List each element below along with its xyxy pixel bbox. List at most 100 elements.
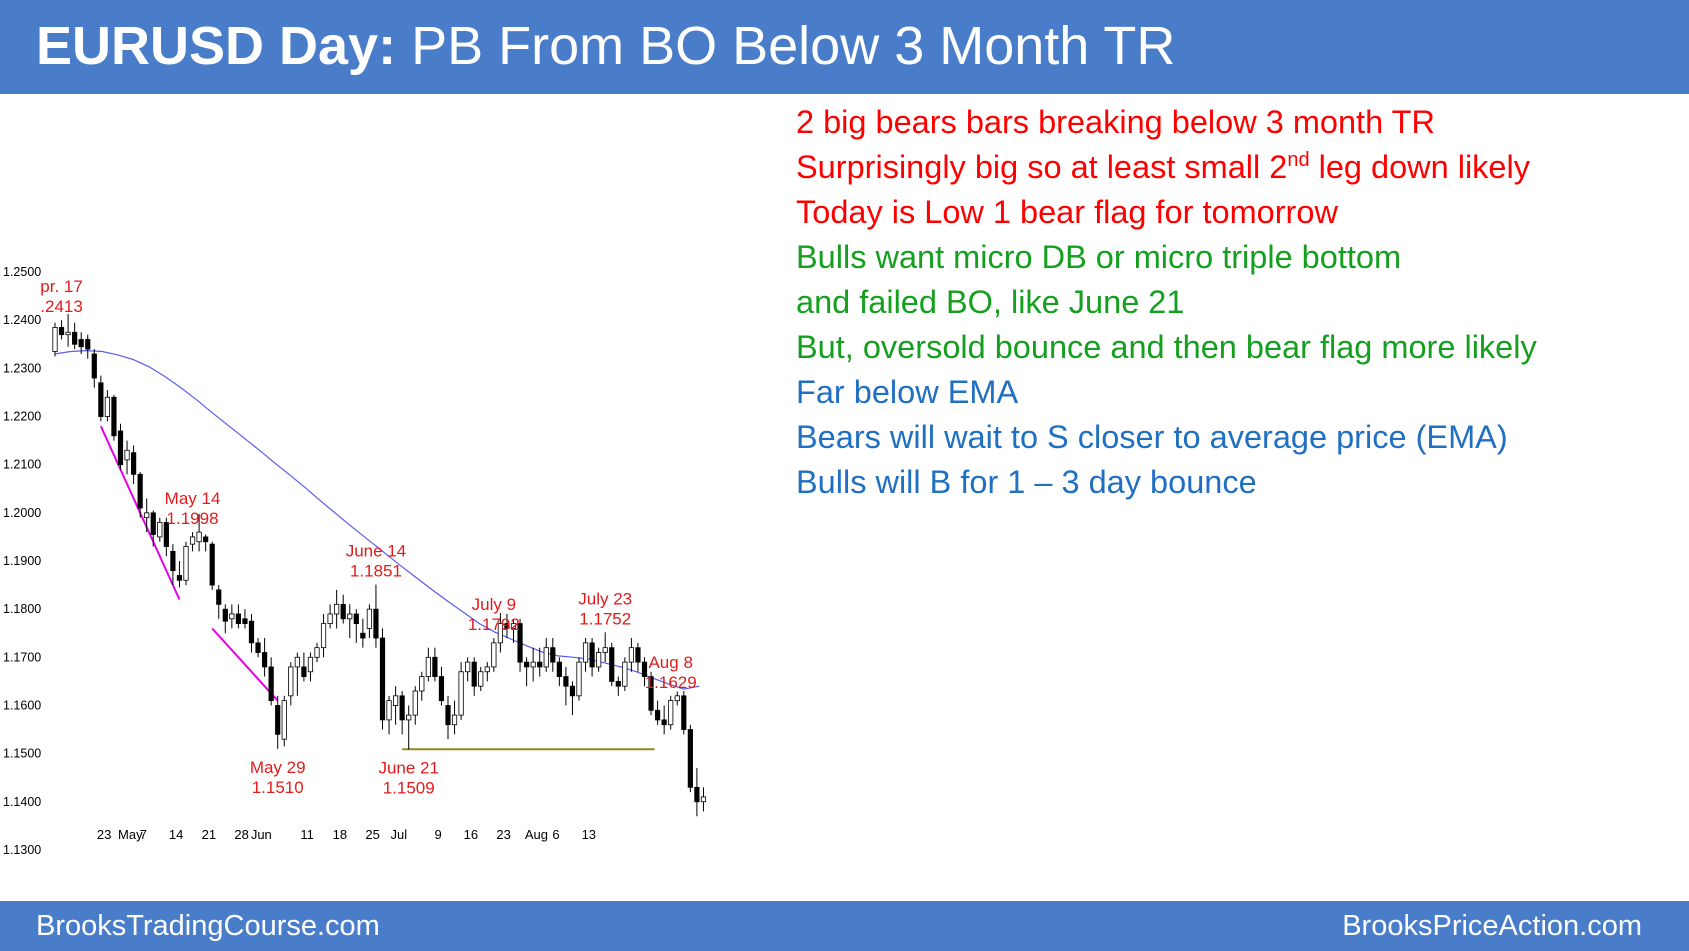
x-tick-label: 7 (140, 827, 147, 842)
bull-candle (314, 647, 320, 658)
bear-candle (222, 608, 228, 622)
bear-candle (681, 695, 687, 730)
x-tick-label: 6 (552, 827, 559, 842)
trendline (211, 627, 279, 702)
bull-candle (451, 714, 458, 726)
bull-candle (386, 700, 392, 721)
bear-candle (117, 430, 124, 466)
bull-candle (334, 603, 340, 615)
swing-annotation: May 29 (250, 758, 306, 777)
y-tick-label: 1.2100 (3, 458, 41, 472)
bull-candle (229, 613, 235, 620)
bear-candle (78, 339, 84, 348)
title-symbol: EURUSD Day: (36, 16, 397, 76)
bear-candle (91, 353, 97, 379)
bear-candle (641, 661, 648, 677)
bull-candle (412, 690, 418, 716)
bear-candle (98, 382, 104, 417)
swing-annotation: June 21 (378, 758, 439, 777)
note-line-5: and failed BO, like June 21 (796, 284, 1185, 320)
bear-candle (432, 656, 438, 677)
bull-candle (628, 647, 635, 663)
y-tick-label: 1.1700 (3, 650, 41, 664)
bear-candle (609, 647, 615, 682)
x-tick-label: 11 (300, 827, 314, 842)
bull-candle (347, 613, 353, 620)
bear-candle (517, 623, 523, 663)
bear-candle (648, 676, 654, 711)
x-tick-label: May (118, 827, 143, 842)
note-line-7: Far below EMA (796, 374, 1019, 410)
y-tick-label: 1.2000 (3, 506, 41, 520)
x-tick-label: 28 (234, 827, 248, 842)
note-line-3: Today is Low 1 bear flag for tomorrow (796, 194, 1338, 230)
bear-candle (242, 618, 248, 624)
bear-candle (563, 676, 569, 687)
x-tick-label: 9 (435, 827, 442, 842)
bull-candle (484, 666, 490, 673)
bear-candle (687, 729, 693, 788)
bull-candle (668, 700, 674, 726)
bull-candle (189, 536, 196, 545)
swing-annotation: June 14 (346, 542, 407, 561)
bull-candle (602, 647, 608, 653)
bear-candle (268, 666, 274, 702)
bear-candle (301, 666, 307, 677)
bull-candle (288, 666, 294, 697)
bear-candle (556, 661, 562, 677)
bull-candle (622, 661, 628, 687)
bear-candle (445, 705, 451, 726)
swing-annotation: 1.1629 (645, 673, 697, 692)
footer-left-site: BrooksTradingCourse.com (36, 910, 380, 942)
bull-candle (406, 714, 412, 721)
y-tick-label: 1.2400 (3, 313, 41, 327)
bull-candle (392, 695, 399, 706)
bull-candle (52, 327, 58, 352)
bear-candle (111, 396, 117, 437)
y-tick-label: 1.1300 (3, 843, 41, 857)
swing-annotation: 1.1510 (252, 778, 304, 797)
bear-candle (340, 603, 346, 620)
y-tick-label: 1.1900 (3, 554, 41, 568)
bull-candle (465, 661, 471, 673)
bull-candle (419, 676, 425, 692)
bull-candle (183, 546, 189, 581)
note-line-2-superscript: nd (1287, 149, 1310, 172)
bull-candle (124, 449, 130, 461)
y-tick-label: 1.2500 (3, 265, 41, 279)
x-tick-label: Jul (391, 827, 408, 842)
bear-candle (438, 676, 445, 702)
note-line-2-text: Surprisingly big so at least small 2 (796, 149, 1288, 185)
bear-candle (694, 786, 700, 803)
bear-candle (615, 680, 621, 687)
candlestick-chart: 1.2500 1.2400 1.2300 1.2200 1.2100 1.2000 1.19… (3, 265, 707, 857)
bull-candle (425, 656, 431, 677)
x-tick-label: Aug (525, 827, 548, 842)
bear-candle (471, 661, 477, 687)
swing-annotation: 1.1752 (579, 609, 631, 628)
footer-right-site: BrooksPriceAction.com (1342, 910, 1642, 942)
y-tick-label: 1.1400 (3, 795, 41, 809)
bull-candle (530, 661, 536, 668)
bear-candle (589, 642, 595, 668)
bear-candle (150, 512, 156, 535)
bear-candle (255, 642, 261, 653)
swing-annotation: .2413 (40, 297, 83, 316)
bear-candle (524, 661, 530, 668)
y-tick-label: 1.1800 (3, 602, 41, 616)
note-line-2-text-after: leg down likely (1309, 149, 1530, 185)
swing-annotation: Aug 8 (648, 653, 692, 672)
bull-candle (543, 647, 549, 668)
bull-candle (281, 700, 287, 740)
bear-candle (209, 543, 215, 586)
bear-candle (537, 661, 543, 668)
swing-annotation: July 23 (578, 589, 632, 608)
bear-candle (235, 613, 241, 625)
bull-candle (497, 623, 504, 644)
bull-candle (491, 642, 497, 668)
y-tick-label: 1.1600 (3, 698, 41, 712)
bear-candle (550, 647, 556, 663)
bull-candle (327, 613, 333, 625)
x-tick-label: Jun (251, 827, 272, 842)
swing-annotation: 1.1509 (383, 778, 435, 797)
